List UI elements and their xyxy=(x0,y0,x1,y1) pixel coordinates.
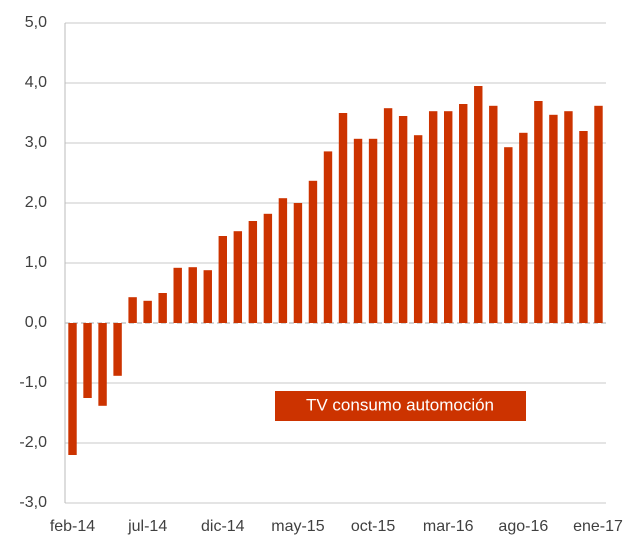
bar xyxy=(278,198,288,323)
bar xyxy=(263,213,273,323)
bar xyxy=(128,297,137,323)
bar xyxy=(353,138,363,323)
x-tick-label: may-15 xyxy=(271,518,324,535)
bar xyxy=(549,114,558,323)
y-tick-label: 2,0 xyxy=(25,194,47,211)
y-tick-label: 3,0 xyxy=(25,134,47,151)
y-tick-label: -1,0 xyxy=(19,374,47,391)
bar xyxy=(293,203,303,323)
bar xyxy=(203,270,212,323)
bar xyxy=(474,86,483,323)
bar xyxy=(173,267,182,323)
bar xyxy=(338,113,348,323)
bar xyxy=(489,105,498,323)
bar xyxy=(519,132,528,323)
bar xyxy=(579,131,588,323)
x-tick-label: dic-14 xyxy=(201,518,245,535)
x-tick-label: oct-15 xyxy=(351,518,396,535)
y-tick-label: -2,0 xyxy=(19,434,47,451)
bar xyxy=(323,151,333,323)
x-tick-label: feb-14 xyxy=(50,518,95,535)
bar xyxy=(83,323,92,398)
bar xyxy=(188,267,197,323)
bar xyxy=(444,111,453,323)
bar xyxy=(233,231,243,323)
bar xyxy=(383,108,393,323)
y-tick-label: 0,0 xyxy=(25,314,47,331)
bar xyxy=(594,105,603,323)
legend-box xyxy=(275,391,526,421)
x-tick-label: mar-16 xyxy=(423,518,474,535)
bar xyxy=(504,147,513,323)
y-tick-label: 5,0 xyxy=(25,14,47,31)
bar xyxy=(158,293,167,323)
x-tick-label: jul-14 xyxy=(127,518,167,535)
y-tick-label: 4,0 xyxy=(25,74,47,91)
bar xyxy=(368,138,378,323)
bar xyxy=(428,111,438,323)
y-tick-label: -3,0 xyxy=(19,494,47,511)
bar xyxy=(308,180,318,323)
bar xyxy=(459,104,468,323)
y-tick-label: 1,0 xyxy=(25,254,47,271)
x-tick-label: ene-17 xyxy=(573,518,623,535)
bar xyxy=(564,111,573,323)
bar xyxy=(143,300,152,323)
x-tick-label: ago-16 xyxy=(498,518,548,535)
legend-label: TV consumo automoción xyxy=(306,395,494,414)
bar xyxy=(68,323,77,455)
bar xyxy=(248,221,258,323)
bar xyxy=(113,323,122,376)
bar xyxy=(218,236,227,323)
bar xyxy=(413,135,423,323)
bar xyxy=(534,101,543,323)
bar xyxy=(98,323,107,406)
bar xyxy=(398,116,408,323)
